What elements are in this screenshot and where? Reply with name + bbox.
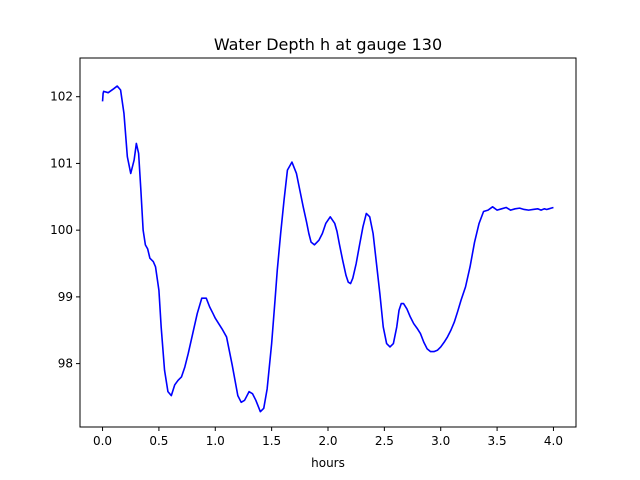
- x-tick-label: 3.0: [431, 434, 450, 448]
- y-tick-label: 98: [58, 357, 73, 371]
- x-tick-label: 1.0: [206, 434, 225, 448]
- x-tick-label: 0.5: [149, 434, 168, 448]
- x-tick-label: 4.0: [544, 434, 563, 448]
- x-tick-label: 2.5: [375, 434, 394, 448]
- y-tick-label: 102: [50, 90, 73, 104]
- x-axis: 0.0 0.5 1.0 1.5 2.0 2.5 3.0 3.5 4.0: [93, 427, 563, 448]
- x-tick-label: 2.0: [318, 434, 337, 448]
- x-axis-label: hours: [311, 456, 345, 470]
- x-tick-label: 1.5: [262, 434, 281, 448]
- y-axis: 98 99 100 101 102: [50, 90, 80, 371]
- series-line: [101, 85, 554, 413]
- y-tick-label: 100: [50, 223, 73, 237]
- y-tick-label: 99: [58, 290, 73, 304]
- y-tick-label: 101: [50, 156, 73, 170]
- x-tick-label: 0.0: [93, 434, 112, 448]
- x-tick-label: 3.5: [488, 434, 507, 448]
- chart-title: Water Depth h at gauge 130: [214, 35, 442, 54]
